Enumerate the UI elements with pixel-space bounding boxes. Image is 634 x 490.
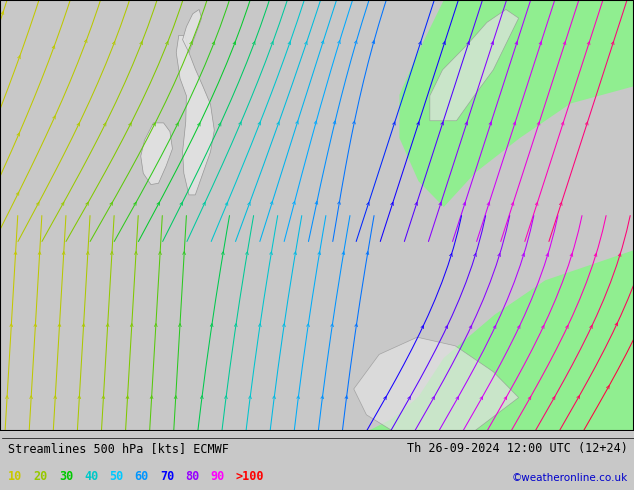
Polygon shape	[141, 123, 172, 185]
Text: 90: 90	[210, 470, 224, 483]
Text: 70: 70	[160, 470, 174, 483]
Text: >100: >100	[236, 470, 264, 483]
Polygon shape	[368, 250, 634, 431]
Polygon shape	[354, 337, 519, 431]
Text: 20: 20	[34, 470, 48, 483]
Text: 40: 40	[84, 470, 98, 483]
Text: Streamlines 500 hPa [kts] ECMWF: Streamlines 500 hPa [kts] ECMWF	[8, 442, 229, 455]
Text: 50: 50	[109, 470, 124, 483]
Polygon shape	[399, 0, 634, 207]
Text: 30: 30	[59, 470, 73, 483]
Text: 60: 60	[134, 470, 149, 483]
Text: ©weatheronline.co.uk: ©weatheronline.co.uk	[512, 473, 628, 483]
Text: 80: 80	[185, 470, 200, 483]
Polygon shape	[430, 9, 519, 121]
Polygon shape	[176, 35, 214, 195]
Text: Th 26-09-2024 12:00 UTC (12+24): Th 26-09-2024 12:00 UTC (12+24)	[407, 442, 628, 455]
Polygon shape	[183, 9, 202, 52]
Text: 10: 10	[8, 470, 22, 483]
